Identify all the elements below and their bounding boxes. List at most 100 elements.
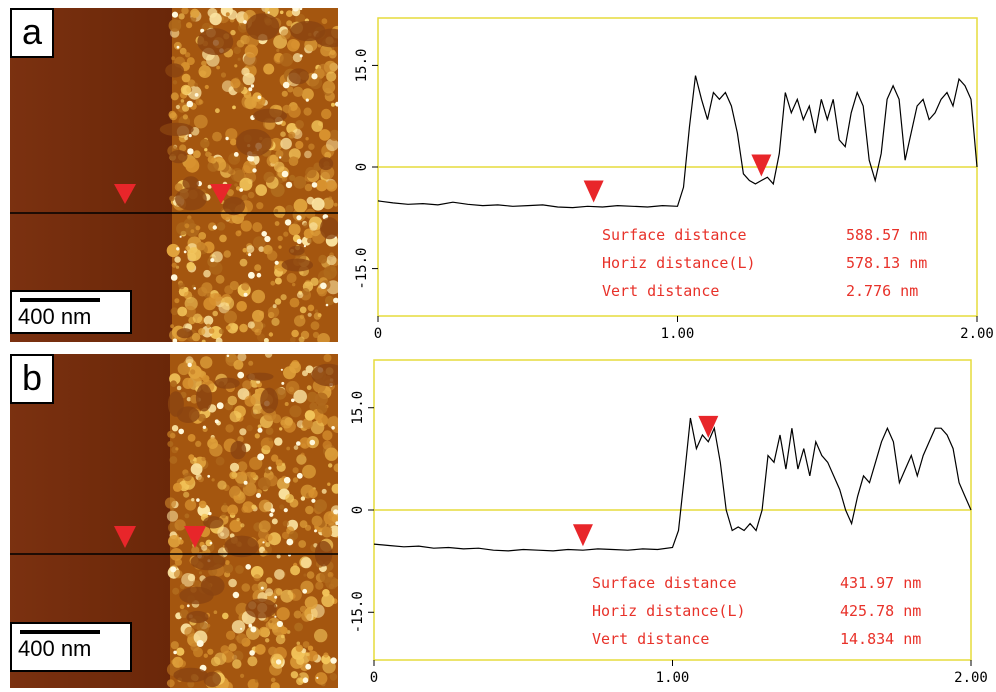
measurement-value: 578.13 nm	[846, 254, 927, 272]
grain	[321, 593, 335, 608]
grain	[201, 544, 208, 551]
grain	[305, 365, 314, 374]
grain	[282, 520, 289, 527]
grain-highlight	[240, 627, 243, 630]
grain	[287, 39, 300, 52]
grain	[274, 437, 283, 446]
grain	[225, 630, 236, 640]
grain	[180, 99, 185, 103]
grain	[252, 309, 264, 322]
grain	[300, 452, 305, 457]
grain	[232, 105, 236, 110]
grain	[228, 643, 237, 652]
grain	[181, 8, 189, 15]
grain	[304, 596, 318, 610]
scale-bar-a: 400 nm	[10, 290, 132, 334]
grain	[222, 612, 229, 620]
y-tick-label: 0	[354, 163, 370, 171]
grain	[242, 247, 248, 253]
grain	[201, 456, 206, 462]
grain	[187, 573, 196, 582]
grain	[326, 71, 337, 82]
grain	[282, 104, 292, 114]
grain	[198, 500, 207, 509]
grain	[191, 546, 200, 555]
grain	[247, 191, 255, 199]
grain	[206, 623, 211, 628]
grain-highlight	[214, 419, 219, 424]
grain	[310, 420, 325, 435]
grain	[179, 604, 185, 610]
grain	[224, 560, 230, 565]
grain-highlight	[245, 564, 251, 570]
profile-marker	[583, 180, 604, 203]
grain	[289, 297, 300, 308]
grain	[182, 104, 190, 112]
grain-highlight	[226, 354, 230, 358]
grain-highlight	[320, 282, 327, 290]
grain	[289, 336, 296, 342]
film-void	[203, 516, 224, 529]
grain	[233, 495, 239, 501]
grain	[170, 641, 179, 650]
grain	[179, 144, 187, 152]
grain	[305, 137, 309, 141]
grain	[206, 323, 211, 328]
grain	[296, 677, 304, 686]
grain	[193, 630, 208, 645]
grain	[205, 539, 213, 547]
grain	[169, 432, 176, 439]
grain	[184, 305, 196, 318]
grain	[327, 571, 334, 578]
grain	[322, 440, 332, 450]
grain-highlight	[305, 98, 309, 102]
grain-highlight	[302, 677, 309, 683]
grain-highlight	[309, 439, 316, 446]
grain	[200, 138, 210, 149]
grain-highlight	[286, 538, 294, 546]
grain	[257, 581, 268, 592]
grain	[280, 416, 293, 429]
grain-highlight	[186, 604, 190, 608]
grain	[314, 392, 328, 406]
grain	[193, 150, 201, 159]
grain	[295, 120, 304, 129]
grain	[215, 456, 225, 466]
grain-highlight	[303, 245, 306, 248]
grain	[174, 519, 186, 531]
grain	[276, 554, 281, 559]
grain	[262, 550, 268, 556]
film-void	[288, 68, 310, 85]
grain	[258, 499, 272, 513]
grain-highlight	[243, 292, 248, 297]
grain-highlight	[270, 508, 275, 513]
grain	[244, 395, 256, 407]
grain	[255, 644, 266, 655]
grain	[271, 317, 280, 326]
grain	[281, 176, 288, 182]
grain	[265, 542, 271, 548]
grain	[279, 10, 284, 15]
grain	[187, 79, 196, 88]
film-void	[176, 328, 193, 339]
grain	[276, 48, 280, 53]
grain	[204, 84, 209, 90]
grain	[300, 496, 306, 501]
grain-highlight	[248, 623, 253, 628]
grain	[215, 337, 223, 342]
grain	[225, 325, 231, 331]
grain	[285, 204, 294, 214]
grain-highlight	[282, 81, 290, 89]
grain	[200, 356, 213, 369]
grain	[193, 114, 208, 129]
grain	[285, 493, 295, 503]
film-void	[159, 122, 194, 136]
grain	[166, 510, 179, 522]
grain	[291, 329, 299, 338]
grain	[236, 633, 247, 644]
grain	[217, 480, 227, 490]
height-profile-a: 15.0 0 -15.0 0 1.00 2.00 Surface distance 588.5…	[340, 0, 996, 346]
grain	[309, 222, 318, 231]
grain	[274, 221, 280, 226]
grain	[174, 256, 181, 263]
